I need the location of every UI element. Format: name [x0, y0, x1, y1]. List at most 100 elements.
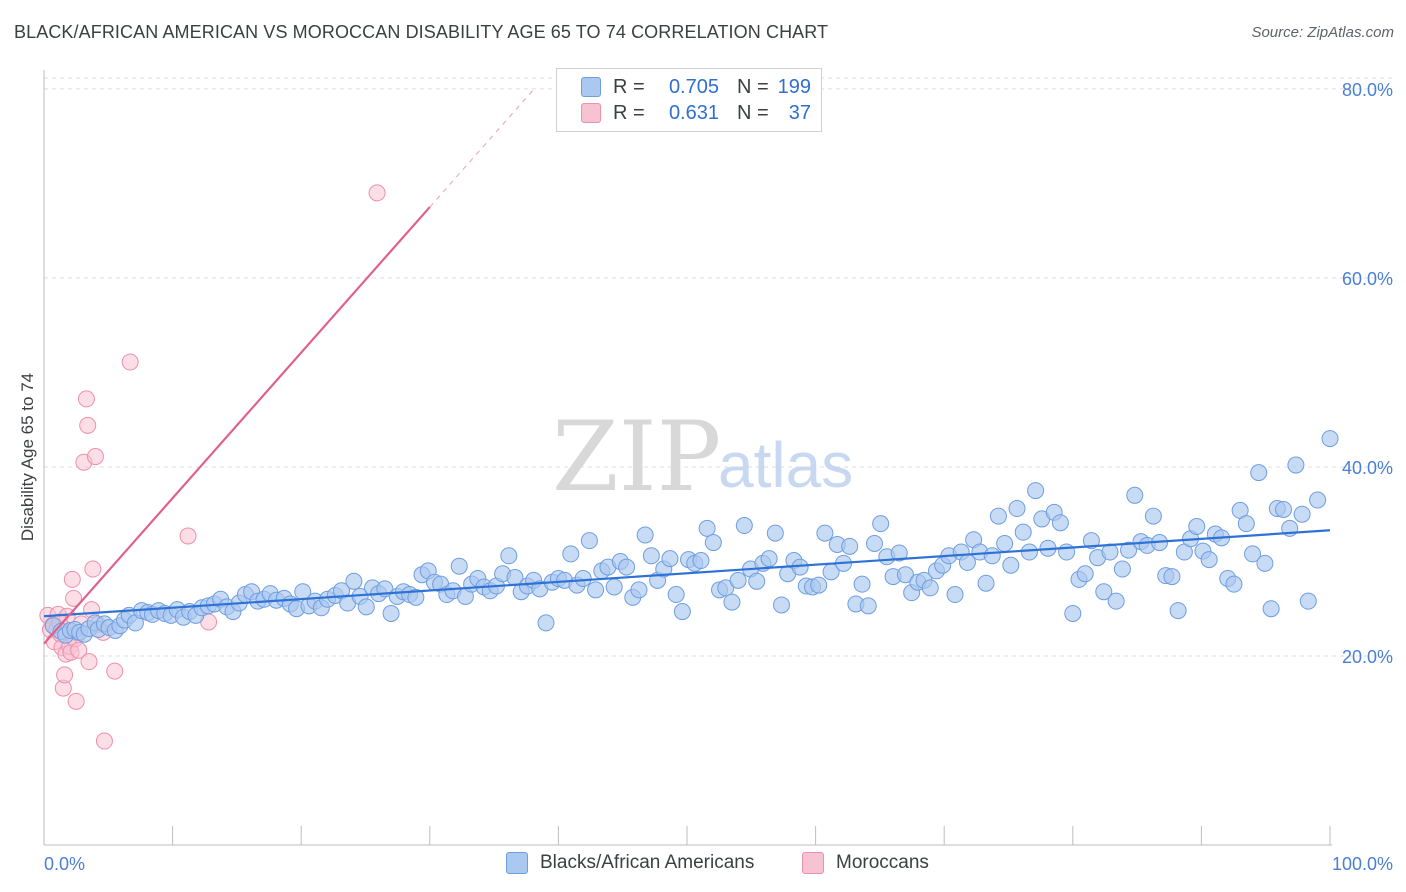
data-point-moroccan	[95, 732, 113, 750]
data-point-black	[673, 603, 691, 621]
data-point-moroccan	[63, 570, 81, 588]
chart-source: Source: ZipAtlas.com	[1251, 24, 1394, 41]
legend-label-moroccan: Moroccans	[836, 852, 929, 873]
x-tick-label-max: 100.0%	[1332, 854, 1393, 874]
data-point-black	[1058, 543, 1076, 561]
data-point-black	[1120, 541, 1138, 559]
data-point-black	[1051, 514, 1069, 532]
legend-item-black[interactable]: Blacks/African Americans	[506, 852, 754, 874]
data-point-black	[1169, 602, 1187, 620]
data-point-black	[1200, 551, 1218, 569]
data-point-black	[1250, 464, 1268, 482]
data-point-black	[859, 597, 877, 615]
legend-item-moroccan[interactable]: Moroccans	[802, 852, 929, 874]
data-point-black	[890, 544, 908, 562]
data-point-black	[1014, 523, 1032, 541]
data-point-black	[816, 524, 834, 542]
trend-line-black	[43, 529, 1331, 618]
data-point-black	[766, 524, 784, 542]
data-point-black	[853, 575, 871, 593]
legend-row-black: R = 0.705 N = 199	[581, 74, 811, 100]
y-tick-label: 60.0%	[1342, 269, 1393, 289]
legend-swatch-pink	[581, 103, 601, 123]
correlation-legend: R = 0.705 N = 199 R = 0.631 N = 37	[556, 68, 822, 132]
legend-r-label: R =	[613, 75, 645, 98]
legend-n-label: N =	[737, 101, 769, 124]
data-point-black	[921, 579, 939, 597]
y-tick-label: 40.0%	[1342, 458, 1393, 478]
watermark-atlas: atlas	[718, 429, 853, 501]
watermark-zip: ZIP	[552, 401, 721, 513]
legend-r-value: 0.631	[668, 101, 719, 124]
data-point-black	[1275, 500, 1293, 518]
data-point-black	[1299, 592, 1317, 610]
data-point-black	[1082, 532, 1100, 550]
data-point-black	[1293, 505, 1311, 523]
data-point-black	[580, 532, 598, 550]
data-point-black	[989, 507, 1007, 525]
data-point-moroccan	[80, 653, 98, 671]
trend-lines	[43, 87, 1331, 645]
data-point-black	[1020, 543, 1038, 561]
data-point-black	[407, 588, 425, 606]
data-point-black	[1287, 456, 1305, 474]
legend-n-label: N =	[737, 75, 769, 98]
data-point-black	[642, 547, 660, 565]
data-point-black	[574, 569, 592, 587]
chart-title: BLACK/AFRICAN AMERICAN VS MOROCCAN DISAB…	[14, 22, 829, 42]
trend-line-moroccan	[43, 206, 431, 645]
legend-r-value: 0.705	[668, 75, 719, 98]
data-point-black	[729, 571, 747, 589]
data-point-moroccan	[67, 692, 85, 710]
data-point-black	[704, 534, 722, 552]
data-point-black	[1309, 491, 1327, 509]
data-point-black	[636, 526, 654, 544]
data-point-black	[996, 535, 1014, 553]
axes	[43, 70, 1332, 846]
legend-row-moroccan: R = 0.631 N = 37	[581, 100, 811, 126]
data-point-black	[1244, 545, 1262, 563]
data-point-moroccan	[70, 641, 88, 659]
data-point-black	[605, 578, 623, 596]
legend-swatch-blue	[581, 77, 601, 97]
gridlines	[44, 77, 1392, 657]
data-point-black	[698, 519, 716, 537]
y-tick-labels: 20.0% 40.0% 60.0% 80.0%	[1342, 80, 1393, 667]
trend-extension-moroccan	[429, 87, 536, 208]
data-point-black	[717, 579, 735, 597]
data-point-black	[760, 550, 778, 568]
data-point-black	[618, 558, 636, 576]
data-point-black	[896, 566, 914, 584]
data-point-black	[865, 535, 883, 553]
data-point-black	[1188, 517, 1206, 535]
series-legend: Blacks/African Americans Moroccans	[0, 852, 1406, 878]
data-point-black	[1225, 575, 1243, 593]
data-point-black	[1008, 500, 1026, 518]
data-point-moroccan	[179, 527, 197, 545]
data-point-black	[630, 581, 648, 599]
data-point-moroccan	[79, 416, 97, 434]
data-point-moroccan	[77, 390, 95, 408]
data-point-black	[1237, 515, 1255, 533]
legend-swatch-pink	[802, 852, 824, 874]
data-point-black	[1163, 568, 1181, 586]
data-point-black	[1256, 554, 1274, 572]
data-point-black	[667, 586, 685, 604]
data-point-black	[1076, 565, 1094, 583]
data-point-moroccan	[84, 560, 102, 578]
data-point-black	[1107, 592, 1125, 610]
data-point-black	[450, 557, 468, 575]
data-point-black	[735, 517, 753, 535]
data-point-black	[1095, 583, 1113, 601]
data-point-black	[872, 515, 890, 533]
data-point-black	[977, 574, 995, 592]
data-point-black	[1126, 486, 1144, 504]
data-point-black	[748, 572, 766, 590]
data-point-black	[1002, 556, 1020, 574]
data-point-black	[1321, 430, 1339, 448]
data-point-black	[692, 552, 710, 570]
data-point-black	[841, 537, 859, 555]
data-point-black	[357, 598, 375, 616]
data-point-black	[1144, 507, 1162, 525]
